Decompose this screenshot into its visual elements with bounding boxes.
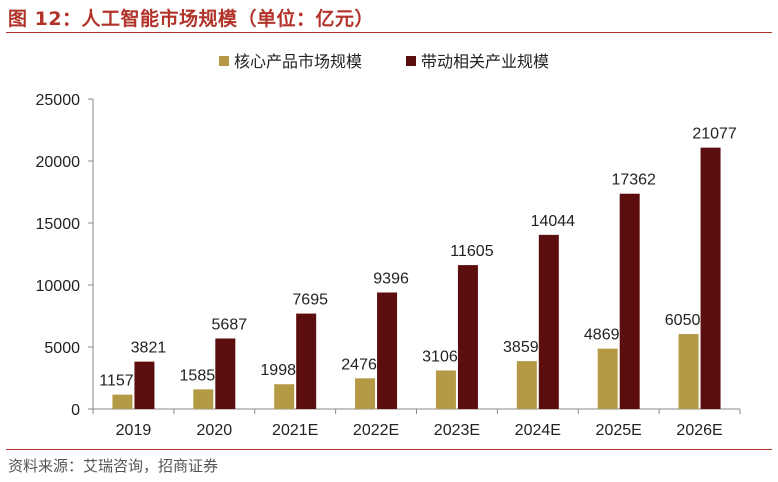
data-label: 3106	[422, 348, 458, 365]
title-rule	[6, 32, 772, 33]
x-tick-label: 2021E	[272, 422, 318, 439]
y-axis: 0 5000 10000 15000 20000 25000	[36, 92, 94, 419]
y-tick-label: 25000	[36, 92, 81, 109]
x-tick-label: 2025E	[596, 422, 642, 439]
data-label: 3859	[503, 339, 539, 356]
data-label: 7695	[292, 292, 328, 309]
y-tick-label: 5000	[44, 340, 80, 357]
bar-related	[296, 313, 317, 409]
bar-core	[435, 370, 456, 409]
bar-core	[597, 348, 618, 409]
data-label: 17362	[611, 172, 656, 189]
bar-related	[619, 193, 640, 409]
data-label: 11605	[450, 243, 493, 260]
x-axis: 2019 2020 2021E 2022E 2023E 2024E 2025E 2026E	[92, 408, 741, 439]
bar-core	[274, 384, 295, 409]
bars	[112, 147, 721, 409]
x-tick-label: 2026E	[676, 422, 722, 439]
data-label: 9396	[373, 270, 409, 287]
data-label: 1998	[260, 362, 296, 379]
data-label: 1585	[180, 367, 216, 384]
data-label: 14044	[531, 213, 576, 230]
bar-related	[134, 361, 155, 409]
data-labels: 1157 1585 1998 2476 3106 3859 4869 6050 3821 5687…	[99, 126, 737, 390]
bar-related	[215, 338, 236, 409]
data-label: 5687	[212, 316, 248, 333]
x-tick-label: 2023E	[434, 422, 480, 439]
bar-core	[516, 361, 537, 409]
bar-related	[457, 265, 478, 409]
x-tick-label: 2020	[197, 422, 233, 439]
legend-label: 核心产品市场规模	[234, 52, 362, 71]
data-label: 21077	[692, 126, 737, 143]
bar-core	[193, 389, 214, 409]
y-tick-label: 10000	[36, 278, 81, 295]
bar-core	[112, 394, 133, 409]
data-label: 2476	[341, 356, 377, 373]
data-label: 1157	[99, 373, 134, 390]
x-tick-label: 2024E	[515, 422, 561, 439]
data-label: 4869	[584, 327, 620, 344]
source-rule	[6, 449, 772, 450]
y-tick-label: 0	[71, 402, 80, 419]
bar-related	[700, 147, 721, 409]
legend-swatch	[406, 56, 416, 66]
y-tick-label: 20000	[36, 154, 81, 171]
x-tick-label: 2019	[116, 422, 152, 439]
x-tick-label: 2022E	[353, 422, 399, 439]
bar-core	[678, 333, 699, 409]
figure-title: 图 12：人工智能市场规模（单位：亿元）	[8, 8, 375, 30]
data-label: 3821	[131, 340, 167, 357]
y-tick-label: 15000	[36, 216, 81, 233]
bar-core	[355, 378, 376, 409]
source-note: 资料来源：艾瑞咨询，招商证券	[8, 457, 219, 475]
legend: 核心产品市场规模 带动相关产业规模	[219, 52, 549, 71]
data-label: 6050	[665, 312, 701, 329]
legend-swatch	[219, 56, 229, 66]
bar-related	[377, 292, 398, 409]
bar-related	[538, 234, 559, 409]
legend-label: 带动相关产业规模	[421, 52, 549, 71]
